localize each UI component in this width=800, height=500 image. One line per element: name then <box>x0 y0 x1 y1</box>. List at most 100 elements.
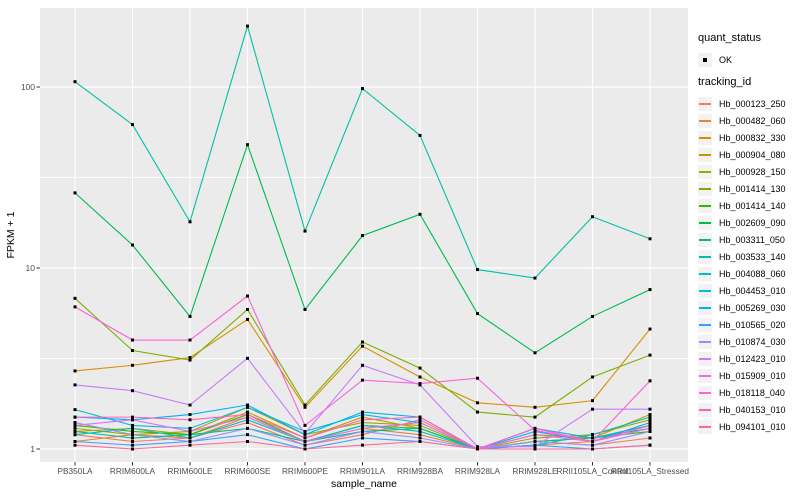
legend-item: Hb_010565_020 <box>698 316 798 333</box>
legend-key <box>698 113 712 128</box>
legend: quant_status OK tracking_id Hb_000123_25… <box>698 24 798 435</box>
data-point <box>361 421 364 425</box>
legend-key <box>698 368 712 383</box>
legend-item: Hb_018118_040 <box>698 384 798 401</box>
x-tick-label: PB350LA <box>57 466 93 476</box>
data-point <box>303 447 307 451</box>
legend-item-label: Hb_012423_010 <box>719 353 786 364</box>
data-point <box>246 413 249 417</box>
data-point <box>131 363 134 367</box>
line-swatch-icon <box>699 119 711 122</box>
data-point <box>418 366 422 370</box>
x-tick-label: RRIM928LE <box>512 466 558 476</box>
data-point <box>476 410 479 414</box>
data-point <box>246 317 249 321</box>
data-point <box>591 215 594 219</box>
data-point <box>361 234 364 238</box>
legend-key <box>698 215 712 230</box>
data-point <box>361 378 364 382</box>
data-point <box>303 405 307 409</box>
data-point <box>591 375 594 379</box>
legend-key <box>698 385 712 400</box>
data-point <box>418 433 422 437</box>
data-point <box>591 443 594 447</box>
data-point <box>246 410 249 414</box>
data-point <box>418 375 422 379</box>
data-point <box>533 351 537 355</box>
legend-key <box>698 402 712 417</box>
data-point <box>533 443 537 447</box>
data-point <box>246 418 249 422</box>
data-point <box>418 415 422 419</box>
data-point <box>533 436 537 440</box>
data-point <box>418 212 422 216</box>
legend-tracking-id-items: Hb_000123_250 Hb_000482_060 Hb_000832_330 H… <box>698 95 798 435</box>
legend-item-label: Hb_004453_010 <box>719 285 786 296</box>
x-tick-label: RRIM600LE <box>167 466 213 476</box>
legend-title-quant-status: quant_status <box>698 32 761 44</box>
data-point <box>246 403 249 407</box>
data-point <box>73 423 77 427</box>
data-point <box>648 327 652 331</box>
data-point <box>648 418 652 422</box>
data-point <box>648 415 652 419</box>
legend-key <box>698 181 712 196</box>
line-swatch-icon <box>699 391 711 394</box>
data-point <box>361 87 364 91</box>
data-point <box>303 440 307 444</box>
line-swatch-icon <box>699 306 711 309</box>
data-point <box>73 191 77 195</box>
legend-item-label: Hb_010565_020 <box>719 319 786 330</box>
line-swatch-icon <box>699 153 711 156</box>
legend-key <box>698 419 712 434</box>
data-point <box>131 433 134 437</box>
data-point <box>591 433 594 437</box>
legend-item: Hb_000832_330 <box>698 129 798 146</box>
legend-item-label: Hb_003533_140 <box>719 251 786 262</box>
data-point <box>303 307 307 311</box>
line-swatch-icon <box>699 408 711 411</box>
x-tick-label: RRII105LA_Stressed <box>611 466 689 476</box>
line-swatch-icon <box>699 136 711 139</box>
data-point <box>533 433 537 437</box>
legend-item: Hb_005269_030 <box>698 299 798 316</box>
legend-key <box>698 249 712 264</box>
data-point <box>533 445 537 449</box>
legend-key <box>698 317 712 332</box>
legend-item: Hb_001414_140 <box>698 197 798 214</box>
line-swatch-icon <box>699 204 711 207</box>
data-point <box>188 220 192 224</box>
data-point <box>73 415 77 419</box>
data-point <box>73 296 77 300</box>
data-point <box>418 426 422 430</box>
data-point <box>73 421 77 425</box>
legend-item: Hb_000123_250 <box>698 95 798 112</box>
x-tick-label: RRIM901LA <box>340 466 386 476</box>
data-point <box>131 338 134 342</box>
line-swatch-icon <box>699 272 711 275</box>
data-point <box>131 429 134 433</box>
legend-item-label: Hb_010874_030 <box>719 336 786 347</box>
data-point <box>648 429 652 433</box>
data-point <box>476 401 479 405</box>
data-point <box>188 440 192 444</box>
data-point <box>131 418 134 422</box>
data-point <box>648 443 652 447</box>
data-point <box>303 436 307 440</box>
data-point <box>418 418 422 422</box>
data-point <box>533 428 537 432</box>
data-point <box>73 433 77 437</box>
legend-title-tracking-id: tracking_id <box>698 76 752 88</box>
x-tick-label: RRIM928LA <box>455 466 501 476</box>
line-swatch-icon <box>699 374 711 377</box>
y-axis-title: FPKM + 1 <box>5 211 17 258</box>
data-point <box>73 426 77 430</box>
data-point <box>188 418 192 422</box>
data-point <box>533 447 537 451</box>
data-point <box>418 382 422 386</box>
data-point <box>246 421 249 425</box>
legend-item-ok: OK <box>698 51 798 68</box>
legend-item-label: Hb_000832_330 <box>719 132 786 143</box>
data-point <box>476 376 479 380</box>
